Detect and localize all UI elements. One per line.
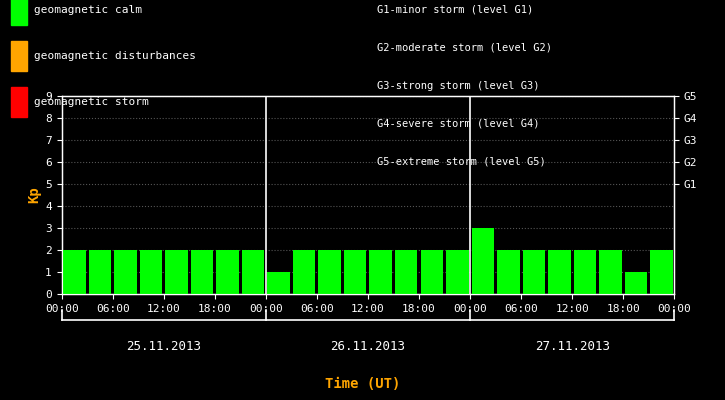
Bar xyxy=(242,250,265,294)
Bar xyxy=(497,250,520,294)
Bar xyxy=(395,250,418,294)
Text: Time (UT): Time (UT) xyxy=(325,377,400,391)
Bar xyxy=(88,250,111,294)
Bar xyxy=(165,250,188,294)
Bar xyxy=(370,250,392,294)
Bar xyxy=(573,250,596,294)
Bar xyxy=(471,228,494,294)
Text: 27.11.2013: 27.11.2013 xyxy=(534,340,610,352)
Text: G4-severe storm (level G4): G4-severe storm (level G4) xyxy=(377,119,539,129)
Bar xyxy=(420,250,443,294)
Text: 25.11.2013: 25.11.2013 xyxy=(126,340,202,352)
Bar xyxy=(318,250,341,294)
Text: 26.11.2013: 26.11.2013 xyxy=(331,340,405,352)
Bar xyxy=(344,250,366,294)
Bar xyxy=(140,250,162,294)
Bar xyxy=(523,250,545,294)
Bar xyxy=(268,272,290,294)
Bar xyxy=(293,250,315,294)
Text: G1-minor storm (level G1): G1-minor storm (level G1) xyxy=(377,5,534,15)
Bar xyxy=(599,250,621,294)
Bar xyxy=(625,272,647,294)
Bar xyxy=(548,250,571,294)
Text: G2-moderate storm (level G2): G2-moderate storm (level G2) xyxy=(377,43,552,53)
Y-axis label: Kp: Kp xyxy=(27,187,41,203)
Text: geomagnetic disturbances: geomagnetic disturbances xyxy=(34,51,196,61)
Bar xyxy=(115,250,137,294)
Bar xyxy=(446,250,468,294)
Text: G5-extreme storm (level G5): G5-extreme storm (level G5) xyxy=(377,157,546,167)
Text: geomagnetic calm: geomagnetic calm xyxy=(34,5,142,15)
Text: geomagnetic storm: geomagnetic storm xyxy=(34,97,149,107)
Bar xyxy=(650,250,673,294)
Bar xyxy=(191,250,213,294)
Bar xyxy=(63,250,86,294)
Text: G3-strong storm (level G3): G3-strong storm (level G3) xyxy=(377,81,539,91)
Bar xyxy=(216,250,239,294)
